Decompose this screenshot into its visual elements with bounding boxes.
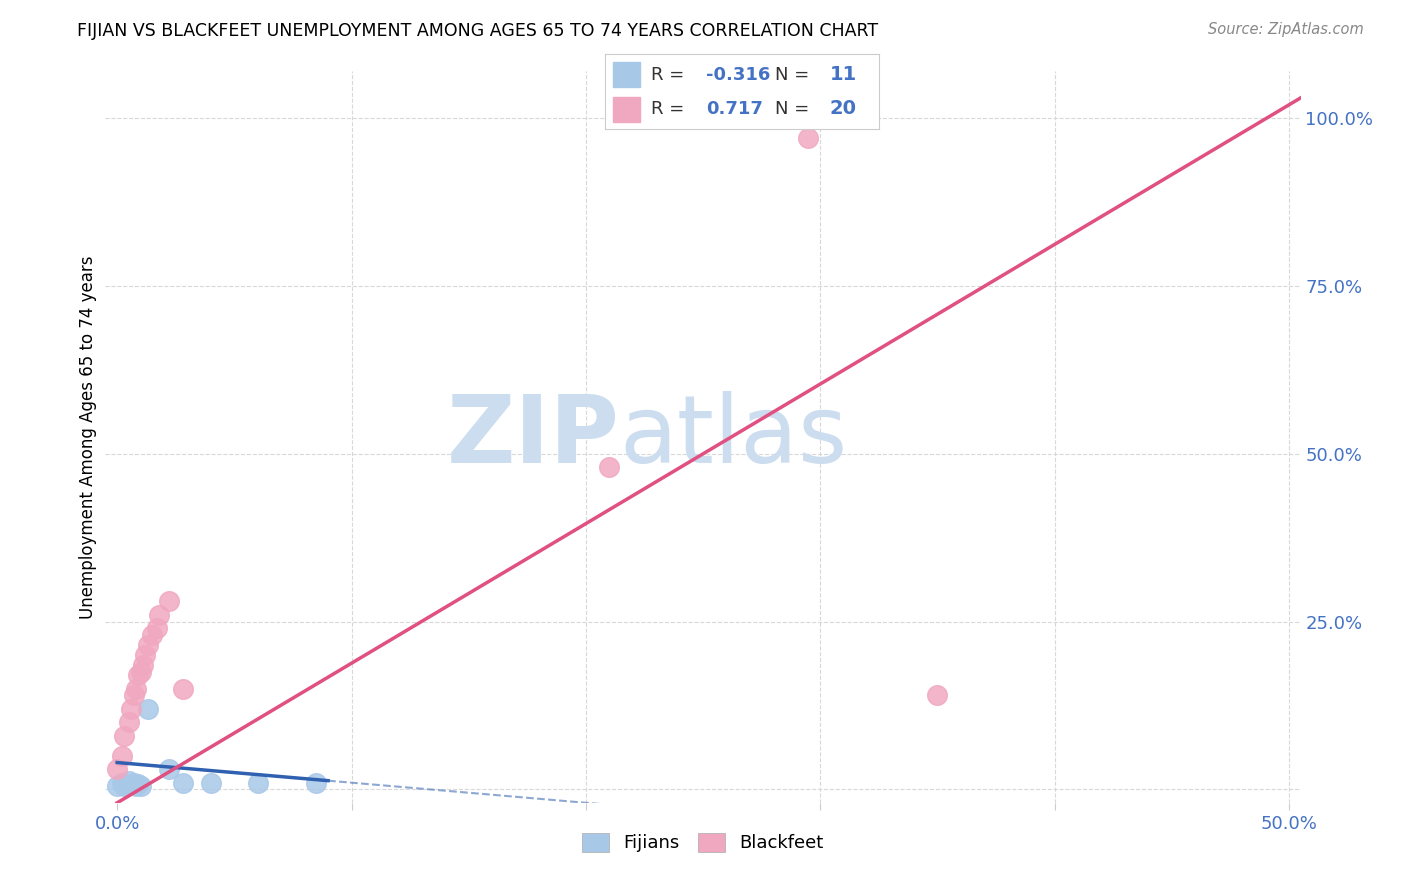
- Point: [172, 681, 194, 696]
- Legend: Fijians, Blackfeet: Fijians, Blackfeet: [575, 826, 831, 860]
- Text: FIJIAN VS BLACKFEET UNEMPLOYMENT AMONG AGES 65 TO 74 YEARS CORRELATION CHART: FIJIAN VS BLACKFEET UNEMPLOYMENT AMONG A…: [77, 22, 879, 40]
- Point: [112, 729, 135, 743]
- Point: [127, 777, 149, 791]
- Point: [105, 762, 128, 776]
- FancyBboxPatch shape: [613, 96, 640, 122]
- Text: 0.717: 0.717: [706, 100, 763, 118]
- Text: -0.316: -0.316: [706, 66, 770, 84]
- Text: R =: R =: [651, 66, 690, 84]
- Text: R =: R =: [651, 100, 696, 118]
- Point: [146, 621, 169, 635]
- Point: [305, 775, 328, 789]
- Point: [120, 702, 142, 716]
- Point: [112, 779, 135, 793]
- Point: [127, 668, 149, 682]
- Text: atlas: atlas: [619, 391, 848, 483]
- Point: [111, 748, 134, 763]
- Text: 20: 20: [830, 99, 856, 119]
- Point: [118, 774, 141, 789]
- Text: N =: N =: [775, 66, 814, 84]
- Point: [122, 775, 145, 789]
- Point: [136, 702, 159, 716]
- Point: [122, 689, 145, 703]
- Point: [598, 460, 620, 475]
- Point: [125, 681, 148, 696]
- Point: [136, 638, 159, 652]
- Point: [200, 775, 222, 789]
- Point: [141, 628, 163, 642]
- Text: Source: ZipAtlas.com: Source: ZipAtlas.com: [1208, 22, 1364, 37]
- Point: [134, 648, 156, 662]
- Point: [157, 762, 180, 776]
- Point: [129, 779, 152, 793]
- Point: [125, 779, 148, 793]
- FancyBboxPatch shape: [613, 62, 640, 87]
- Text: N =: N =: [775, 100, 814, 118]
- Point: [111, 775, 134, 789]
- Point: [797, 131, 820, 145]
- Point: [129, 665, 152, 679]
- Point: [157, 594, 180, 608]
- Point: [246, 775, 269, 789]
- Point: [118, 715, 141, 730]
- Text: 11: 11: [830, 65, 856, 84]
- Point: [115, 777, 138, 791]
- Point: [172, 775, 194, 789]
- Point: [132, 658, 155, 673]
- Y-axis label: Unemployment Among Ages 65 to 74 years: Unemployment Among Ages 65 to 74 years: [79, 255, 97, 619]
- Point: [927, 689, 949, 703]
- Point: [148, 607, 170, 622]
- Text: ZIP: ZIP: [447, 391, 619, 483]
- Point: [105, 779, 128, 793]
